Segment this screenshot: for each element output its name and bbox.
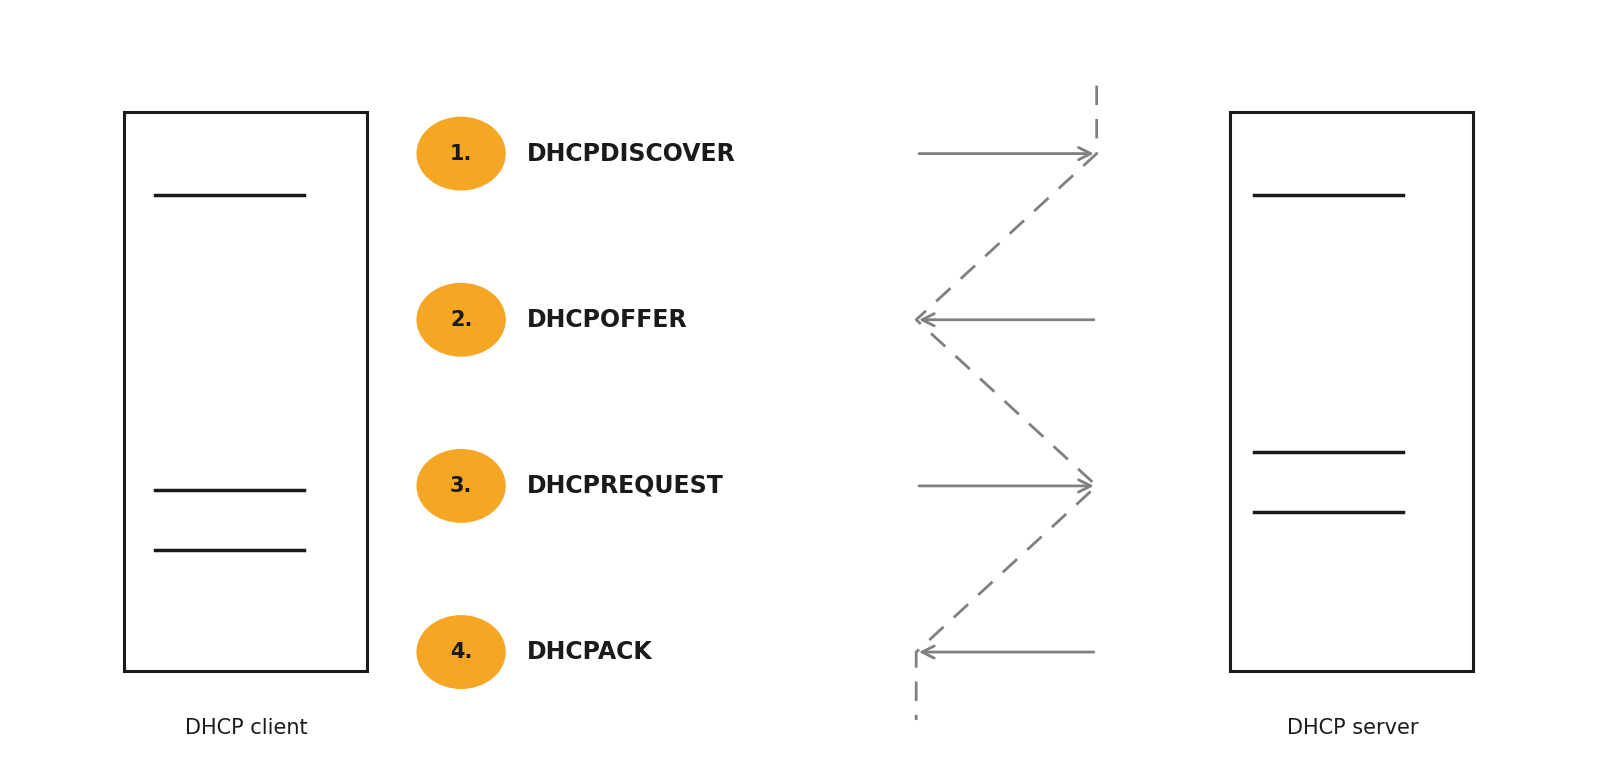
- Ellipse shape: [417, 449, 505, 522]
- Ellipse shape: [417, 117, 505, 189]
- Ellipse shape: [417, 615, 505, 688]
- Text: DHCPDISCOVER: DHCPDISCOVER: [527, 142, 736, 166]
- Bar: [123, 112, 367, 671]
- Text: 4.: 4.: [450, 642, 473, 662]
- Text: 1.: 1.: [450, 143, 473, 164]
- Ellipse shape: [417, 283, 505, 356]
- Text: DHCP client: DHCP client: [185, 717, 308, 738]
- Text: DHCP server: DHCP server: [1287, 717, 1418, 738]
- Bar: [1230, 112, 1474, 671]
- Text: 3.: 3.: [450, 476, 473, 496]
- Text: DHCPREQUEST: DHCPREQUEST: [527, 474, 723, 498]
- Text: DHCPACK: DHCPACK: [527, 640, 653, 664]
- Text: DHCPOFFER: DHCPOFFER: [527, 308, 688, 332]
- Text: 2.: 2.: [450, 310, 473, 330]
